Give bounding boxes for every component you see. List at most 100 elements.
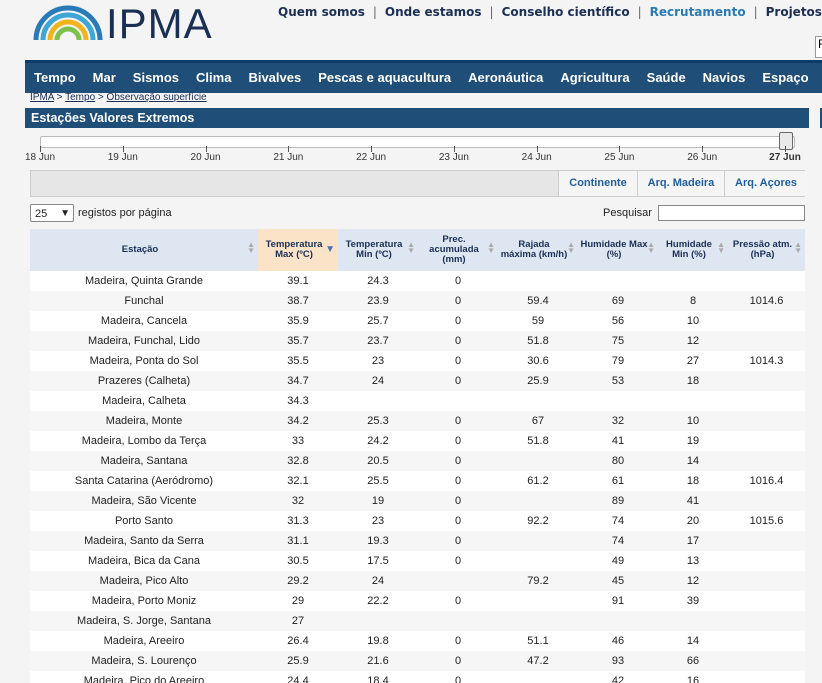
top-nav-item[interactable]: Quem somos bbox=[278, 5, 365, 19]
table-cell: 69 bbox=[611, 295, 625, 307]
table-cell: Madeira, São Vicente bbox=[91, 495, 197, 507]
top-nav-item[interactable]: Conselho científico bbox=[501, 5, 630, 19]
table-cell: 0 bbox=[454, 355, 462, 367]
table-cell: 51.8 bbox=[527, 335, 549, 347]
table-row[interactable]: Madeira, S. Lourenço 25.9 21.6 0 47.2 93 66 bbox=[30, 651, 805, 671]
slider-tick-label[interactable]: 19 Jun bbox=[107, 152, 138, 163]
table-cell: 24.2 bbox=[367, 435, 389, 447]
slider-tick-label[interactable]: 21 Jun bbox=[273, 152, 304, 163]
table-row[interactable]: Madeira, Pico Alto 29.2 24 79.2 45 12 bbox=[30, 571, 805, 591]
table-row[interactable]: Madeira, Pico do Areeiro 24.4 18.4 0 42 16 bbox=[30, 671, 805, 683]
slider-tick-label[interactable]: 20 Jun bbox=[190, 152, 221, 163]
breadcrumb-link[interactable]: Tempo bbox=[65, 92, 96, 103]
table-row[interactable]: Madeira, Ponta do Sol 35.5 23 0 30.6 79 27 1014… bbox=[30, 351, 805, 371]
table-cell: 10 bbox=[686, 315, 700, 327]
sort-icon: ▲ ▼ bbox=[794, 240, 802, 255]
table-cell: 24 bbox=[371, 375, 385, 387]
table-row[interactable]: Madeira, Porto Moniz 29 22.2 0 91 39 bbox=[30, 591, 805, 611]
table-row[interactable]: Madeira, Quinta Grande 39.1 24.3 0 bbox=[30, 271, 805, 291]
slider-tick-label[interactable]: 23 Jun bbox=[438, 152, 469, 163]
table-cell: Madeira, Funchal, Lido bbox=[88, 335, 200, 347]
slider-tick-label[interactable]: 22 Jun bbox=[356, 152, 387, 163]
column-header[interactable]: Estação ▲ ▼ bbox=[30, 229, 258, 271]
table-row[interactable]: Madeira, Areeiro 26.4 19.8 0 51.1 46 14 bbox=[30, 631, 805, 651]
table-cell: 41 bbox=[686, 495, 700, 507]
table-cell: 0 bbox=[454, 535, 462, 547]
slider-tick-label[interactable]: 25 Jun bbox=[604, 152, 635, 163]
main-nav-item[interactable]: Mar bbox=[92, 70, 116, 85]
table-cell bbox=[728, 431, 805, 451]
table-cell: 1016.4 bbox=[749, 475, 784, 487]
top-nav-item[interactable]: Projetos bbox=[765, 5, 822, 19]
column-header-label: Rajada máxima (km/h) bbox=[500, 239, 568, 260]
table-cell: 10 bbox=[686, 415, 700, 427]
table-row[interactable]: Madeira, Bica da Cana 30.5 17.5 0 49 13 bbox=[30, 551, 805, 571]
table-cell: Madeira, Lombo da Terça bbox=[81, 435, 207, 447]
table-cell bbox=[658, 611, 728, 631]
table-row[interactable]: Madeira, Santo da Serra 31.1 19.3 0 74 17 bbox=[30, 531, 805, 551]
table-row[interactable]: Madeira, Cancela 35.9 25.7 0 59 56 10 bbox=[30, 311, 805, 331]
table-cell: 19 bbox=[686, 435, 700, 447]
table-row[interactable]: Santa Catarina (Aeródromo) 32.1 25.5 0 61.2 6… bbox=[30, 471, 805, 491]
column-header[interactable]: Humidade Max (%) ▲ ▼ bbox=[578, 229, 658, 271]
region-filter-button[interactable]: Arq. Açores bbox=[724, 171, 807, 196]
table-row[interactable]: Madeira, S. Jorge, Santana 27 bbox=[30, 611, 805, 631]
breadcrumb-link[interactable]: Observação superfície bbox=[106, 92, 207, 103]
table-row[interactable]: Madeira, Lombo da Terça 33 24.2 0 51.8 41 19 bbox=[30, 431, 805, 451]
top-nav-item[interactable]: Onde estamos bbox=[384, 5, 482, 19]
main-nav-item[interactable]: Pescas e aquacultura bbox=[318, 70, 452, 85]
top-search-input[interactable]: F bbox=[815, 36, 822, 58]
table-cell: 24 bbox=[371, 575, 385, 587]
column-header[interactable]: Pressão atm. (hPa) ▲ ▼ bbox=[728, 229, 805, 271]
slider-tick-label[interactable]: 27 Jun bbox=[769, 152, 801, 163]
table-cell: 12 bbox=[686, 575, 700, 587]
slider-tick-label[interactable]: 18 Jun bbox=[24, 152, 56, 163]
main-nav-item[interactable]: Espaço bbox=[762, 70, 809, 85]
table-cell: 20 bbox=[686, 515, 700, 527]
table-cell bbox=[728, 671, 805, 683]
top-nav-item[interactable]: Recrutamento bbox=[649, 5, 746, 19]
table-row[interactable]: Madeira, Calheta 34.3 bbox=[30, 391, 805, 411]
main-navigation: Tempo Mar Sismos Clima Bivalves Pescas e aqua… bbox=[25, 60, 822, 93]
table-cell: 0 bbox=[454, 655, 462, 667]
date-slider-track[interactable] bbox=[40, 136, 795, 148]
breadcrumb-link[interactable]: IPMA bbox=[30, 92, 54, 103]
main-nav-item[interactable]: Bivalves bbox=[248, 70, 302, 85]
table-row[interactable]: Prazeres (Calheta) 34.7 24 0 25.9 53 18 bbox=[30, 371, 805, 391]
main-nav-item[interactable]: Sismos bbox=[132, 70, 180, 85]
column-header[interactable]: Prec. acumulada (mm) ▲ ▼ bbox=[418, 229, 498, 271]
table-cell: 32.8 bbox=[287, 455, 309, 467]
table-row[interactable]: Madeira, Funchal, Lido 35.7 23.7 0 51.8 75 12 bbox=[30, 331, 805, 351]
table-cell: 79.2 bbox=[527, 575, 549, 587]
search-input[interactable] bbox=[658, 205, 805, 221]
main-nav-item[interactable]: Agricultura bbox=[560, 70, 630, 85]
table-cell: 0 bbox=[454, 435, 462, 447]
per-page-select[interactable]: 25 ▼ bbox=[30, 204, 74, 222]
table-row[interactable]: Funchal 38.7 23.9 0 59.4 69 8 1014.6 bbox=[30, 291, 805, 311]
table-cell: 32.1 bbox=[287, 475, 309, 487]
table-cell: Funchal bbox=[124, 295, 164, 307]
table-cell: 0 bbox=[454, 415, 462, 427]
table-cell: 59 bbox=[531, 315, 545, 327]
column-header[interactable]: Temperatura Max (ºC) ▼ bbox=[258, 229, 338, 271]
table-row[interactable]: Madeira, São Vicente 32 19 0 89 41 bbox=[30, 491, 805, 511]
main-nav-item[interactable]: Saúde bbox=[646, 70, 686, 85]
table-cell bbox=[498, 451, 578, 471]
table-row[interactable]: Madeira, Santana 32.8 20.5 0 80 14 bbox=[30, 451, 805, 471]
slider-tick-label[interactable]: 24 Jun bbox=[521, 152, 552, 163]
slider-tick-label[interactable]: 26 Jun bbox=[687, 152, 718, 163]
table-cell bbox=[728, 651, 805, 671]
table-row[interactable]: Madeira, Monte 34.2 25.3 0 67 32 10 bbox=[30, 411, 805, 431]
region-filter-button[interactable]: Arq. Madeira bbox=[637, 171, 724, 196]
column-header[interactable]: Humidade Min (%) ▲ ▼ bbox=[658, 229, 728, 271]
main-nav-item[interactable]: Fogos bbox=[817, 63, 822, 85]
main-nav-item[interactable]: Tempo bbox=[34, 70, 76, 85]
main-nav-item[interactable]: Aeronáutica bbox=[468, 70, 544, 85]
column-header[interactable]: Rajada máxima (km/h) ▲ ▼ bbox=[498, 229, 578, 271]
table-row[interactable]: Porto Santo 31.3 23 0 92.2 74 20 1015.6 bbox=[30, 511, 805, 531]
region-filter-button[interactable]: Continente bbox=[558, 171, 637, 196]
main-nav-item[interactable]: Navios bbox=[702, 70, 746, 85]
column-header[interactable]: Temperatura Min (ºC) ▲ ▼ bbox=[338, 229, 418, 271]
date-slider-handle[interactable] bbox=[779, 132, 793, 150]
main-nav-item[interactable]: Clima bbox=[196, 70, 232, 85]
